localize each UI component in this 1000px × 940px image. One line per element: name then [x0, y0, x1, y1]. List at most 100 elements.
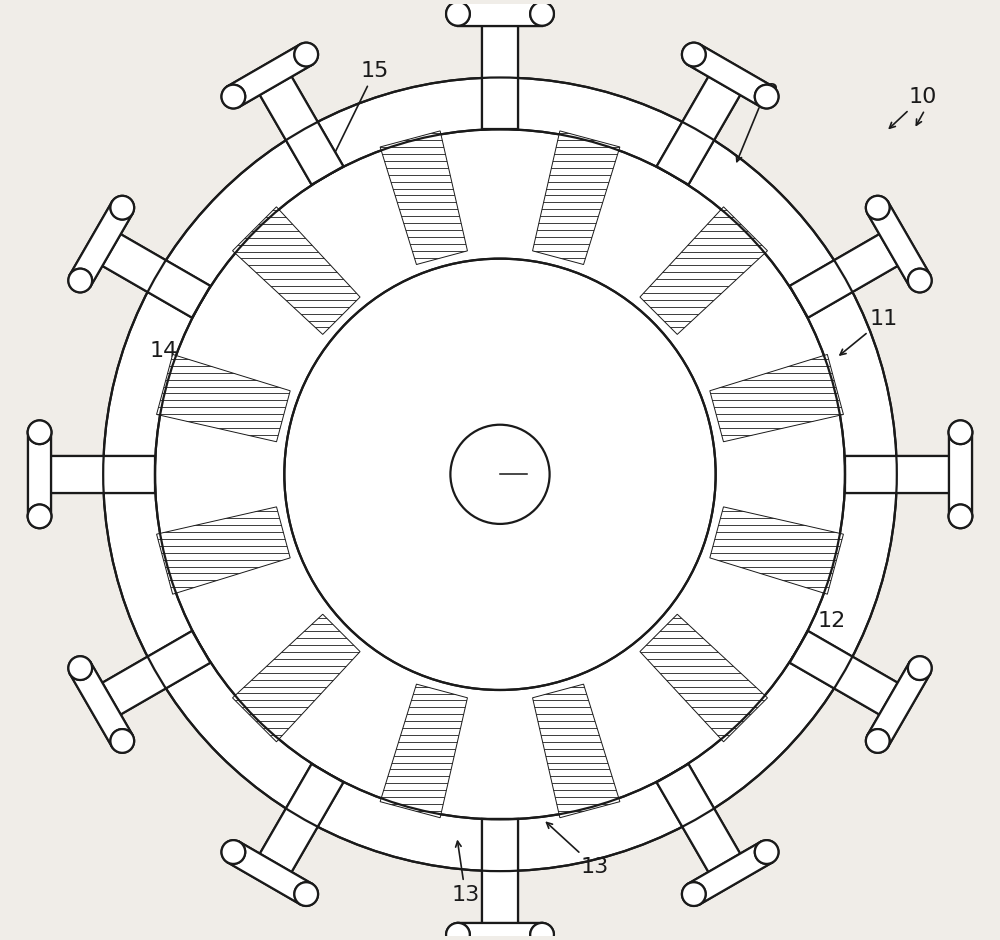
Polygon shape — [482, 820, 518, 923]
Polygon shape — [657, 77, 740, 184]
Circle shape — [294, 42, 318, 67]
Circle shape — [866, 196, 890, 220]
Polygon shape — [790, 631, 898, 714]
Polygon shape — [949, 432, 972, 516]
Polygon shape — [458, 2, 542, 25]
Circle shape — [755, 840, 779, 864]
Circle shape — [949, 505, 972, 528]
Circle shape — [28, 420, 51, 444]
Polygon shape — [51, 456, 155, 493]
Polygon shape — [845, 456, 949, 493]
Polygon shape — [482, 25, 518, 130]
Circle shape — [110, 196, 134, 220]
Circle shape — [908, 269, 932, 292]
Polygon shape — [70, 662, 133, 747]
Circle shape — [68, 656, 92, 680]
Polygon shape — [710, 354, 843, 442]
Circle shape — [755, 85, 779, 108]
Circle shape — [221, 85, 245, 108]
Polygon shape — [482, 820, 518, 923]
Circle shape — [68, 269, 92, 292]
Circle shape — [221, 840, 245, 864]
Polygon shape — [260, 764, 343, 872]
Polygon shape — [867, 662, 930, 747]
Polygon shape — [260, 77, 343, 184]
Polygon shape — [949, 432, 972, 516]
Circle shape — [530, 2, 554, 25]
Circle shape — [866, 729, 890, 753]
Polygon shape — [458, 923, 542, 940]
Circle shape — [28, 505, 51, 528]
Circle shape — [949, 420, 972, 444]
Circle shape — [682, 883, 706, 906]
Polygon shape — [70, 662, 133, 747]
Polygon shape — [157, 354, 290, 442]
Text: 13: 13 — [451, 841, 480, 905]
Circle shape — [949, 420, 972, 444]
Circle shape — [446, 923, 470, 940]
Circle shape — [866, 729, 890, 753]
Polygon shape — [102, 234, 210, 318]
Polygon shape — [51, 456, 155, 493]
Polygon shape — [227, 841, 312, 904]
Polygon shape — [710, 507, 843, 594]
Polygon shape — [28, 432, 51, 516]
Polygon shape — [688, 841, 773, 904]
Circle shape — [28, 420, 51, 444]
Polygon shape — [688, 44, 773, 107]
Circle shape — [755, 840, 779, 864]
Circle shape — [908, 656, 932, 680]
Polygon shape — [790, 631, 898, 714]
Polygon shape — [867, 662, 930, 747]
Circle shape — [68, 656, 92, 680]
Circle shape — [103, 77, 897, 871]
Text: 13: 13 — [547, 822, 609, 877]
Polygon shape — [640, 614, 767, 742]
Circle shape — [294, 883, 318, 906]
Polygon shape — [233, 614, 360, 742]
Circle shape — [446, 2, 470, 25]
Text: 12: 12 — [790, 611, 846, 663]
Polygon shape — [790, 234, 898, 318]
Circle shape — [110, 196, 134, 220]
Polygon shape — [102, 631, 210, 714]
Text: 11: 11 — [840, 309, 898, 355]
Text: 15: 15 — [325, 61, 389, 173]
Polygon shape — [227, 44, 312, 107]
Polygon shape — [533, 684, 620, 818]
Circle shape — [28, 505, 51, 528]
Circle shape — [450, 425, 550, 524]
Polygon shape — [657, 764, 740, 872]
Polygon shape — [688, 44, 773, 107]
Polygon shape — [688, 841, 773, 904]
Circle shape — [110, 729, 134, 753]
Polygon shape — [157, 507, 290, 594]
Circle shape — [284, 258, 716, 690]
Polygon shape — [102, 631, 210, 714]
Circle shape — [68, 269, 92, 292]
Circle shape — [908, 269, 932, 292]
Circle shape — [755, 85, 779, 108]
Text: 14: 14 — [149, 341, 227, 394]
Circle shape — [294, 883, 318, 906]
Polygon shape — [458, 923, 542, 940]
Circle shape — [908, 656, 932, 680]
Circle shape — [446, 2, 470, 25]
Text: 12: 12 — [736, 83, 779, 162]
Polygon shape — [70, 202, 133, 287]
Polygon shape — [640, 207, 767, 335]
Polygon shape — [28, 432, 51, 516]
Circle shape — [682, 883, 706, 906]
Polygon shape — [657, 77, 740, 184]
Polygon shape — [227, 44, 312, 107]
Polygon shape — [790, 234, 898, 318]
Polygon shape — [482, 25, 518, 130]
Polygon shape — [260, 77, 343, 184]
Circle shape — [221, 840, 245, 864]
Polygon shape — [260, 764, 343, 872]
Polygon shape — [845, 456, 949, 493]
Circle shape — [294, 42, 318, 67]
Circle shape — [682, 42, 706, 67]
Polygon shape — [533, 131, 620, 264]
Polygon shape — [458, 2, 542, 25]
